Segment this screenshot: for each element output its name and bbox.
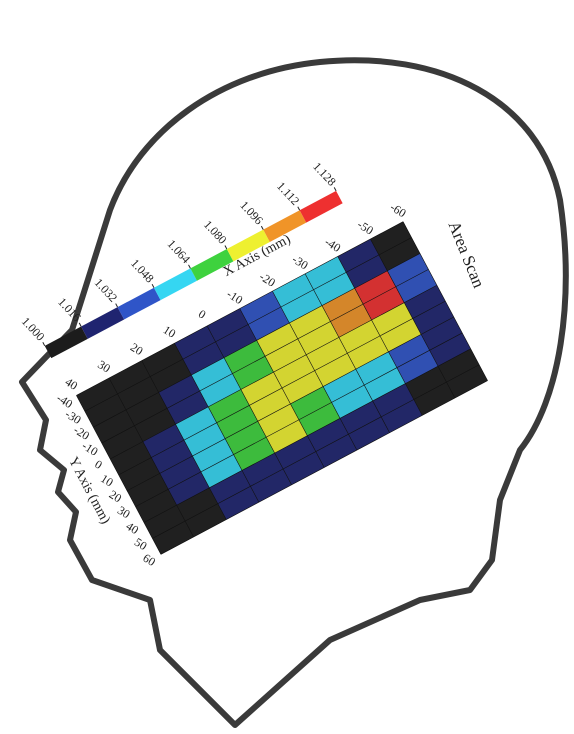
- colorbar-segment: [81, 307, 125, 339]
- colorbar-segment: [153, 268, 197, 301]
- colorbar-tick: [188, 264, 191, 269]
- grid-line: [126, 316, 454, 492]
- y-tick-label: 60: [140, 551, 158, 569]
- colorbar-segment: [190, 248, 234, 281]
- colorbar-tick: [333, 187, 337, 192]
- grid-line: [160, 380, 488, 555]
- chart-title: Area Scan: [444, 218, 488, 291]
- colorbar-tick-label: 1.048: [128, 256, 157, 285]
- grid-line: [152, 364, 480, 539]
- colorbar-tick-label: 1.032: [92, 276, 121, 305]
- colorbar-tick: [42, 342, 46, 347]
- x-tick-label: -10: [224, 287, 245, 307]
- plot: -60-50-40-30-20-10010203040-40-30-20-100…: [54, 200, 488, 569]
- colorbar-segment: [299, 190, 343, 223]
- colorbar-tick-label: 1.000: [19, 314, 48, 343]
- grid-line: [118, 300, 446, 476]
- grid-line: [101, 269, 429, 444]
- colorbar-segment: [263, 210, 307, 242]
- grid-line: [135, 332, 463, 507]
- colorbar-segment: [117, 287, 161, 320]
- colorbar-tick: [78, 322, 82, 327]
- x-tick-label: -40: [322, 235, 343, 255]
- colorbar-tick: [224, 245, 228, 250]
- x-tick-label: -20: [257, 269, 278, 289]
- grid-line: [143, 348, 471, 523]
- colorbar-tick-label: 1.112: [274, 179, 302, 208]
- colorbar-tick-label: 1.128: [310, 159, 339, 188]
- grid-line: [84, 237, 412, 412]
- x-tick-label: 0: [196, 307, 209, 322]
- grid-line: [76, 221, 404, 396]
- x-tick-label: -50: [355, 217, 376, 237]
- colorbar-tick-label: 1.064: [164, 237, 193, 266]
- x-tick-label: -60: [388, 200, 409, 220]
- x-tick-label: 10: [161, 323, 179, 341]
- colorbar-segment: [226, 229, 270, 262]
- grid-line: [110, 284, 438, 460]
- colorbar-tick-label: 1.080: [201, 217, 230, 246]
- colorbar-tick: [115, 303, 118, 308]
- colorbar-tick-label: 1.096: [237, 198, 266, 227]
- colorbar-segment: [44, 326, 88, 359]
- colorbar-tick: [260, 225, 264, 230]
- y-tick-label: 0: [92, 457, 105, 472]
- x-tick-label: 20: [128, 340, 146, 358]
- grid-line: [93, 253, 421, 428]
- x-tick-label: -30: [290, 252, 311, 272]
- x-tick-label: 40: [63, 375, 81, 393]
- x-tick-label: 30: [95, 357, 113, 375]
- colorbar-tick: [297, 206, 301, 211]
- head-outline: [19, 57, 569, 728]
- colorbar-tick: [151, 283, 155, 288]
